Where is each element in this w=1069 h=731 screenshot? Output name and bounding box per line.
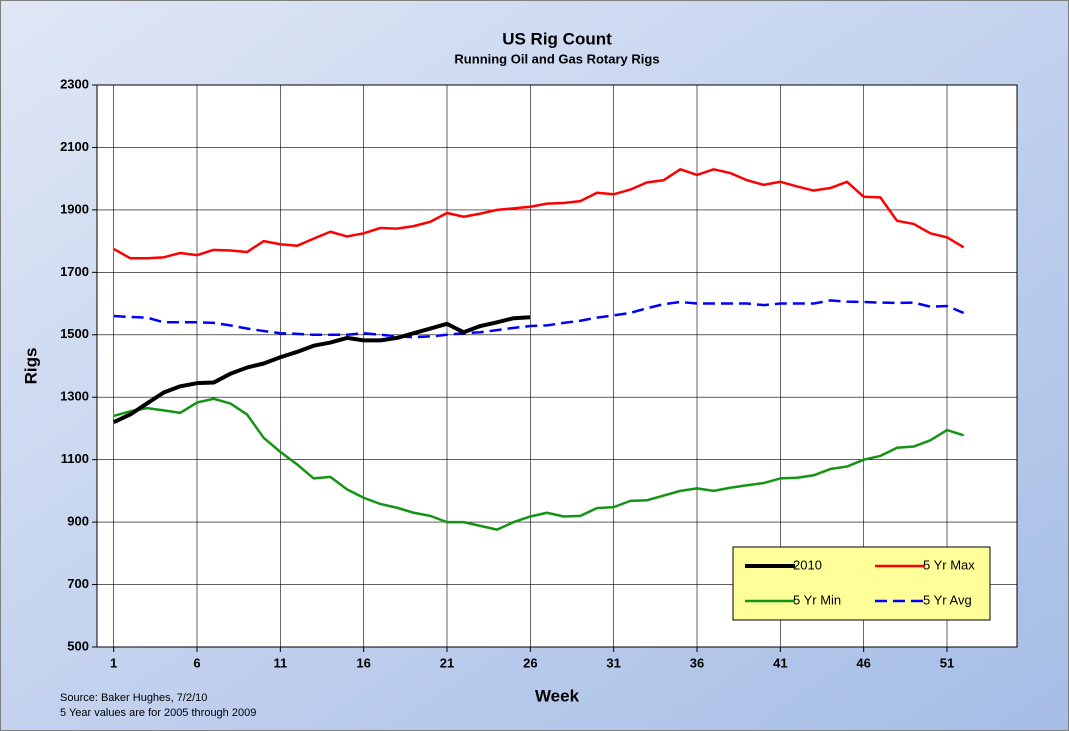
y-tick-label: 1100 xyxy=(61,451,89,466)
x-tick-label: 6 xyxy=(193,655,200,670)
series-line xyxy=(112,315,531,425)
y-tick-label: 700 xyxy=(67,576,89,591)
legend-label: 2010 xyxy=(793,557,822,572)
y-tick-label: 1700 xyxy=(60,264,89,279)
x-tick-label: 46 xyxy=(856,655,870,670)
y-tick-label: 500 xyxy=(67,638,89,653)
x-tick-label: 31 xyxy=(606,655,620,670)
x-tick-label: 21 xyxy=(440,655,454,670)
y-tick-label: 1900 xyxy=(60,201,89,216)
y-axis-label: Rigs xyxy=(21,348,40,385)
y-tick-label: 2300 xyxy=(60,76,89,91)
legend-label: 5 Yr Min xyxy=(793,592,841,607)
series-line xyxy=(113,299,965,339)
series-line xyxy=(113,397,965,531)
chart-title: US Rig Count xyxy=(502,29,612,48)
chart-subtitle: Running Oil and Gas Rotary Rigs xyxy=(454,51,659,66)
y-tick-label: 2100 xyxy=(60,139,89,154)
x-axis-label: Week xyxy=(535,686,580,705)
source-note: Source: Baker Hughes, 7/2/10 xyxy=(60,692,207,704)
y-tick-label: 1300 xyxy=(60,389,89,404)
x-tick-label: 26 xyxy=(523,655,537,670)
legend xyxy=(732,546,991,621)
x-tick-label: 36 xyxy=(690,655,704,670)
x-tick-label: 16 xyxy=(356,655,370,670)
x-tick-label: 51 xyxy=(940,655,954,670)
x-tick-label: 11 xyxy=(273,655,287,670)
x-tick-label: 1 xyxy=(110,655,117,670)
legend-label: 5 Yr Avg xyxy=(923,592,972,607)
y-tick-label: 900 xyxy=(67,514,89,529)
y-tick-label: 1500 xyxy=(60,326,89,341)
legend-label: 5 Yr Max xyxy=(923,557,975,572)
x-tick-label: 41 xyxy=(773,655,787,670)
source-note: 5 Year values are for 2005 through 2009 xyxy=(60,707,256,719)
series-line xyxy=(113,168,965,260)
